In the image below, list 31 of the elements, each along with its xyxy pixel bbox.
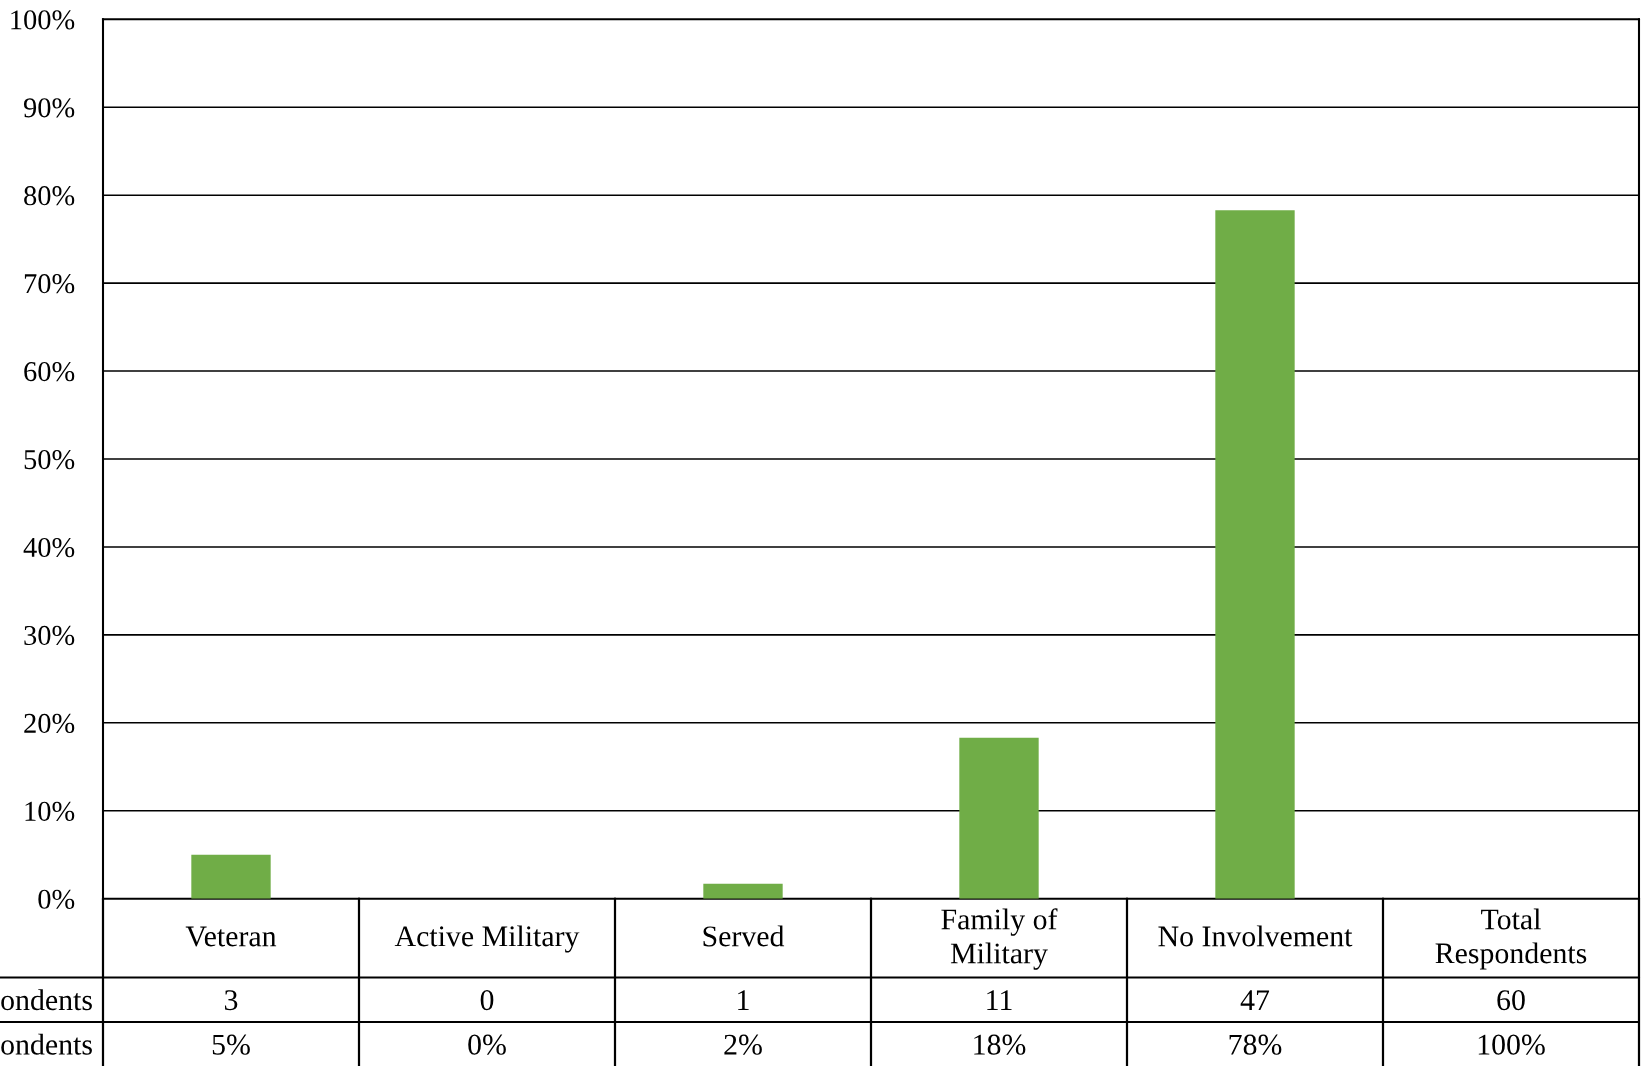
data-label: 5% [212,1034,250,1055]
text: ondents [1,1033,92,1055]
y-tick-label: 10% [25,801,75,822]
text: 60 [1497,990,1525,1011]
text: 0 [480,990,494,1011]
x-tick-label: Total Respondents [1435,908,1587,970]
text: 3 [224,990,238,1011]
data-label: 0% [468,1034,506,1055]
y-tick-label: 70% [24,274,75,294]
data-label: 2% [724,1034,762,1055]
text: 100% [1478,1034,1545,1055]
x-tick-label: Family of Military [941,908,1058,970]
text: 11 [987,990,1012,1010]
y-tick-label: 30% [24,625,75,646]
y-tick-label: 40% [23,537,75,558]
y-tick-label: 60% [24,362,75,382]
x-tick-label: Active Military [394,925,580,953]
y-tick-label: 80% [24,186,75,206]
text: ondents [1,989,92,1011]
y-tick-label: 90% [23,98,75,118]
y-tick-label: 20% [24,713,75,734]
y-tick-label: 50% [24,449,75,470]
y-tick-label: 0% [38,889,75,909]
x-tick-label: Veteran [185,926,277,947]
text: 1 [738,990,749,1010]
data-label: 18% [974,1034,1026,1055]
text: 47 [1240,990,1270,1010]
x-tick-label: No Involvement [1158,925,1353,947]
y-tick-label: 100% [11,10,75,30]
x-tick-label: Served [703,925,785,947]
data-label: 78% [1229,1034,1282,1055]
